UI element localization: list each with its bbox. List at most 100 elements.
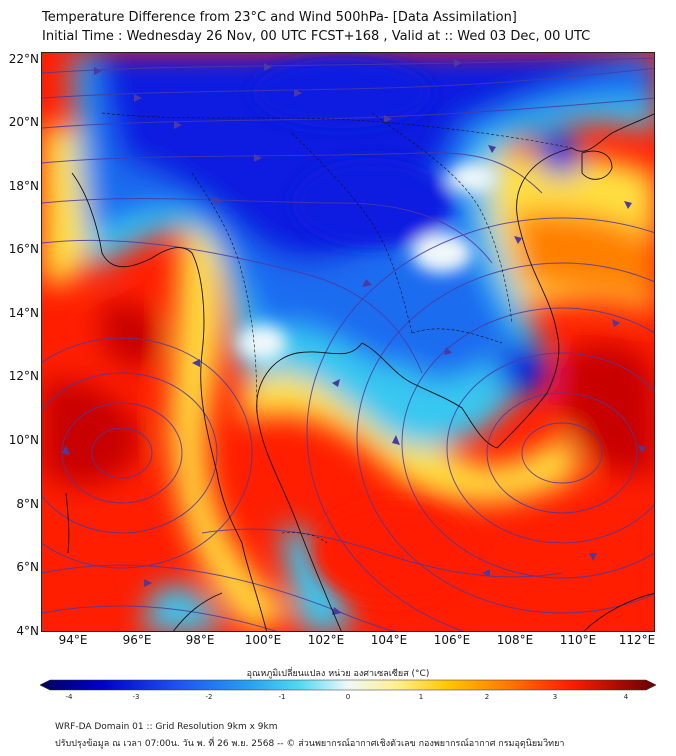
lon-label-110E: 110°E: [559, 633, 597, 647]
streamline-ring: [486, 392, 638, 514]
wind-arrow: [214, 197, 222, 205]
hot-spot-sea: [312, 503, 472, 603]
colorbar-tick: -1: [278, 693, 286, 701]
lon-label-96E: 96°E: [122, 633, 152, 647]
hot-zone-andaman: [102, 301, 164, 367]
warm-zone-peninsula: [170, 203, 292, 631]
wind-arrow: [638, 445, 646, 453]
lon-label-112E: 112°E: [618, 633, 656, 647]
border-malaysia: [281, 532, 328, 544]
lon-label-106E: 106°E: [433, 633, 471, 647]
wind-arrow: [254, 154, 262, 162]
wind-arrow: [144, 579, 152, 587]
streamline-westerly: [42, 57, 654, 74]
wind-arrow: [174, 121, 182, 129]
colorbar-tick: 0: [345, 693, 351, 701]
streamline-south: [42, 605, 278, 631]
coastline-hainan: [581, 150, 613, 180]
colorbar-tick: -4: [65, 693, 73, 701]
streamline-westerly: [42, 67, 654, 99]
streamline-ring: [521, 422, 603, 484]
wind-arrow: [444, 347, 452, 355]
hot-zone-bay-of-bengal: [42, 380, 142, 486]
wind-arrow: [94, 67, 102, 75]
wind-arrow: [332, 379, 340, 387]
lon-label-102E: 102°E: [307, 633, 345, 647]
wind-arrow: [488, 145, 496, 153]
streamline-south: [201, 528, 563, 578]
coastline-peninsula-east: [256, 342, 363, 631]
streamline-south: [42, 564, 396, 631]
coastline-peninsula-west: [241, 542, 267, 631]
orange-zone-northeast: [512, 210, 654, 303]
wind-arrow: [454, 59, 462, 67]
coastline-myanmar-west: [71, 172, 243, 544]
border-thailand-laos: [291, 132, 413, 334]
colorbar-gradient: [40, 679, 656, 691]
neutral-spot-laos: [412, 233, 472, 273]
border-cambodia: [411, 328, 503, 344]
lon-label-100E: 100°E: [244, 633, 282, 647]
wind-arrow: [384, 115, 392, 123]
lat-label-8N: 8°N: [16, 497, 39, 511]
streamline-ring: [356, 262, 654, 614]
temperature-wind-map: [42, 53, 654, 631]
border-china: [101, 112, 573, 149]
colorbar-tick: -2: [205, 693, 213, 701]
lat-label-4N: 4°N: [16, 624, 39, 638]
map-panel[interactable]: [41, 52, 655, 632]
lon-label-108E: 108°E: [496, 633, 534, 647]
wind-arrow: [624, 201, 632, 209]
coastline-vietnam: [496, 147, 573, 449]
lat-label-22N: 22°N: [8, 52, 39, 66]
chart-title: Temperature Difference from 23°C and Win…: [42, 10, 517, 25]
lon-label-98E: 98°E: [185, 633, 215, 647]
lat-label-6N: 6°N: [16, 560, 39, 574]
wind-arrow: [192, 359, 200, 367]
colorbar-tick: 4: [623, 693, 629, 701]
lat-label-16N: 16°N: [8, 242, 39, 256]
hot-zone-south-china-sea: [562, 343, 654, 475]
wind-streamlines-500hPa: [42, 57, 654, 631]
colorbar: [40, 679, 656, 691]
credit-line: ปรับปรุงข้อมูล ณ เวลา 07:00น. วัน พ. ที่…: [55, 739, 565, 749]
lon-label-104E: 104°E: [370, 633, 408, 647]
cold-spot-yunnan: [252, 58, 432, 128]
wind-arrow: [589, 553, 597, 561]
wind-arrow: [362, 279, 372, 287]
neutral-spot-thailand: [237, 325, 287, 361]
wind-arrow: [392, 435, 400, 445]
colorbar-tick: 3: [552, 693, 558, 701]
streamline-westerly: [42, 152, 543, 194]
wind-arrow: [612, 319, 620, 327]
streamline-westerly: [42, 97, 654, 129]
field-details: [237, 58, 497, 603]
chart-subtitle: Initial Time : Wednesday 26 Nov, 00 UTC …: [42, 29, 591, 44]
wind-arrow: [482, 569, 490, 577]
border-myanmar-thailand: [191, 172, 258, 414]
colorbar-tick: -3: [132, 693, 140, 701]
lat-label-20N: 20°N: [8, 115, 39, 129]
temperature-difference-field: [42, 53, 654, 631]
streamline-arrows: [62, 59, 646, 615]
wind-arrow: [514, 236, 522, 244]
wind-arrow: [264, 63, 272, 71]
warm-spot-vietnam: [447, 163, 497, 193]
wind-arrow: [294, 89, 302, 97]
cool-zone-southwest: [142, 585, 222, 631]
coastline-sumatra: [172, 592, 223, 631]
cold-zone-gulf-thailand: [372, 364, 428, 416]
colorbar-tick: 1: [418, 693, 424, 701]
streamline-ring: [42, 337, 253, 569]
streamline-ring: [446, 352, 654, 544]
lon-label-94E: 94°E: [58, 633, 88, 647]
colorbar-title: อุณหภูมิเปลี่ยนแปลง หน่วย องศาเซลเซียส (…: [246, 669, 430, 679]
streamline-ring: [91, 427, 153, 479]
colorbar-tick: 2: [484, 693, 490, 701]
cold-zone-vietnam-south: [497, 340, 548, 396]
lat-label-10N: 10°N: [8, 433, 39, 447]
coastline-china: [571, 113, 654, 152]
lat-label-12N: 12°N: [8, 369, 39, 383]
lat-label-18N: 18°N: [8, 179, 39, 193]
wind-arrow: [332, 607, 342, 615]
